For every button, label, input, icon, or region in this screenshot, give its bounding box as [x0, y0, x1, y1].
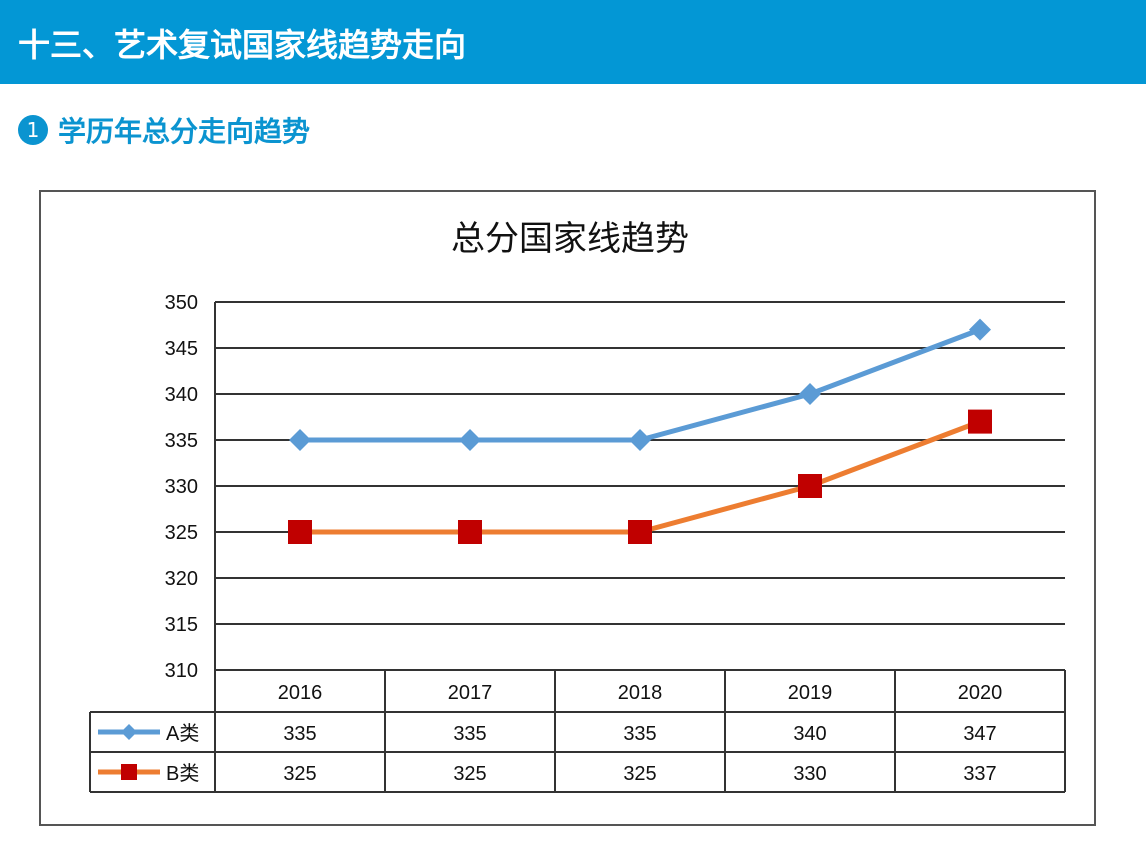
x-tick-label: 2019: [788, 682, 833, 704]
legend-marker: [121, 724, 137, 740]
table-value: 335: [623, 723, 656, 745]
table-value: 325: [453, 763, 486, 785]
data-point: [629, 429, 651, 451]
data-point: [458, 520, 482, 544]
y-tick-label: 330: [165, 476, 198, 498]
table-value: 337: [963, 763, 996, 785]
data-point: [289, 429, 311, 451]
table-value: 340: [793, 723, 826, 745]
table-value: 335: [283, 723, 316, 745]
data-point: [968, 409, 992, 434]
data-point: [628, 520, 652, 544]
chart-title: 总分国家线趋势: [451, 219, 689, 259]
series-line: [300, 327, 981, 443]
data-point: [798, 474, 822, 498]
x-tick-label: 2017: [448, 682, 493, 704]
table-value: 325: [623, 763, 656, 785]
y-tick-label: 320: [165, 568, 198, 590]
y-tick-label: 340: [165, 384, 198, 406]
data-point: [799, 383, 821, 405]
table-value: 347: [963, 723, 996, 745]
chart-frame: [39, 190, 1096, 826]
y-tick-label: 325: [165, 522, 198, 544]
section-heading: 1 学历年总分走向趋势: [18, 110, 310, 150]
y-tick-label: 345: [165, 338, 198, 360]
page-title: 十三、艺术复试国家线趋势走向: [18, 26, 467, 64]
data-point: [969, 318, 991, 341]
legend-label: B类: [166, 762, 199, 785]
y-tick-label: 350: [165, 292, 198, 314]
data-point: [459, 429, 481, 451]
table-value: 330: [793, 763, 826, 785]
header-bar: 十三、艺术复试国家线趋势走向: [0, 0, 1146, 84]
x-tick-label: 2018: [618, 682, 663, 704]
legend-marker: [121, 764, 137, 780]
x-tick-label: 2020: [958, 682, 1003, 704]
table-value: 335: [453, 723, 486, 745]
section-number: 1: [18, 115, 48, 145]
section-title: 学历年总分走向趋势: [58, 115, 311, 148]
x-tick-label: 2016: [278, 682, 323, 704]
y-tick-label: 310: [165, 660, 198, 682]
data-point: [288, 520, 312, 544]
table-value: 325: [283, 763, 316, 785]
y-tick-label: 335: [165, 430, 198, 452]
y-tick-label: 315: [165, 614, 198, 636]
legend-label: A类: [166, 722, 199, 745]
